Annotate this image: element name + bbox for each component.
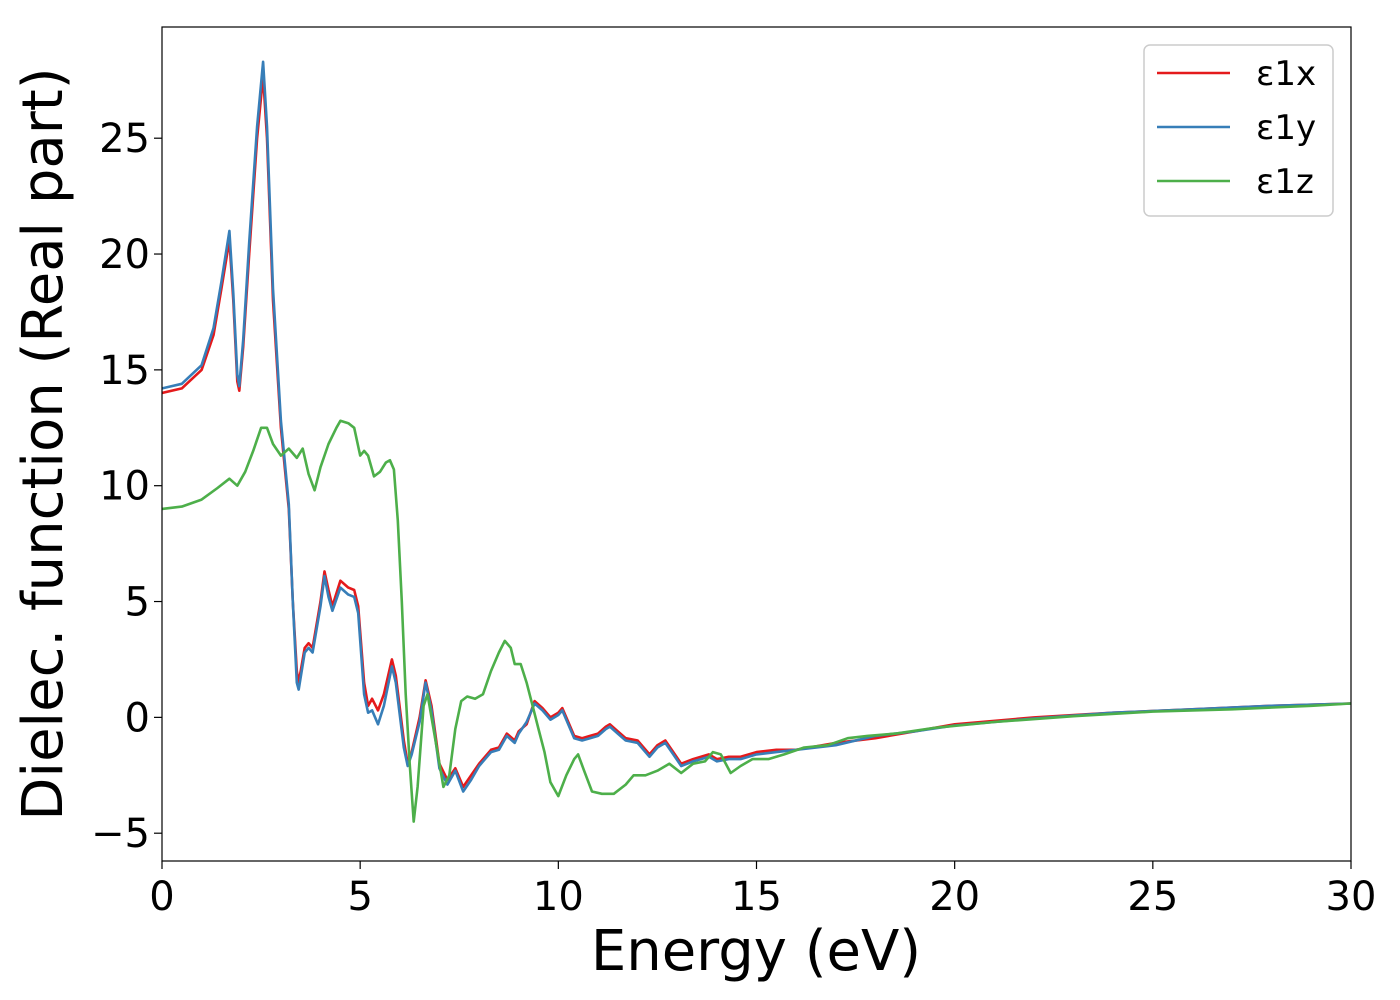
legend-label: ε1z (1256, 162, 1314, 202)
y-tick-label: −5 (91, 811, 150, 857)
y-tick-label: 25 (99, 116, 150, 162)
legend: ε1x ε1y ε1z (1143, 44, 1334, 217)
legend-box (1143, 44, 1334, 217)
y-tick-label: 10 (99, 464, 150, 510)
y-tick-label: 0 (125, 695, 150, 741)
x-tick-label: 20 (929, 874, 980, 920)
legend-label: ε1x (1256, 54, 1316, 94)
y-tick-label: 15 (99, 348, 150, 394)
y-axis-label: Dielec. function (Real part) (11, 67, 76, 820)
x-tick-label: 25 (1127, 874, 1178, 920)
x-tick-label: 10 (533, 874, 584, 920)
legend-label: ε1y (1256, 108, 1316, 148)
x-tick-label: 30 (1326, 874, 1377, 920)
x-axis-ticks: 0 5 10 15 20 25 30 (149, 861, 1376, 920)
x-tick-label: 15 (731, 874, 782, 920)
plot-area (162, 60, 1351, 823)
series-line-1 (162, 60, 1351, 793)
plot-frame (161, 26, 1352, 862)
x-tick-label: 0 (149, 874, 174, 920)
series-line-2 (162, 419, 1351, 823)
y-tick-label: 5 (125, 580, 150, 626)
x-axis-label: Energy (eV) (591, 919, 921, 984)
x-tick-label: 5 (347, 874, 372, 920)
y-tick-label: 20 (99, 232, 150, 278)
y-axis-ticks: −5 0 5 10 15 20 25 (91, 116, 162, 857)
